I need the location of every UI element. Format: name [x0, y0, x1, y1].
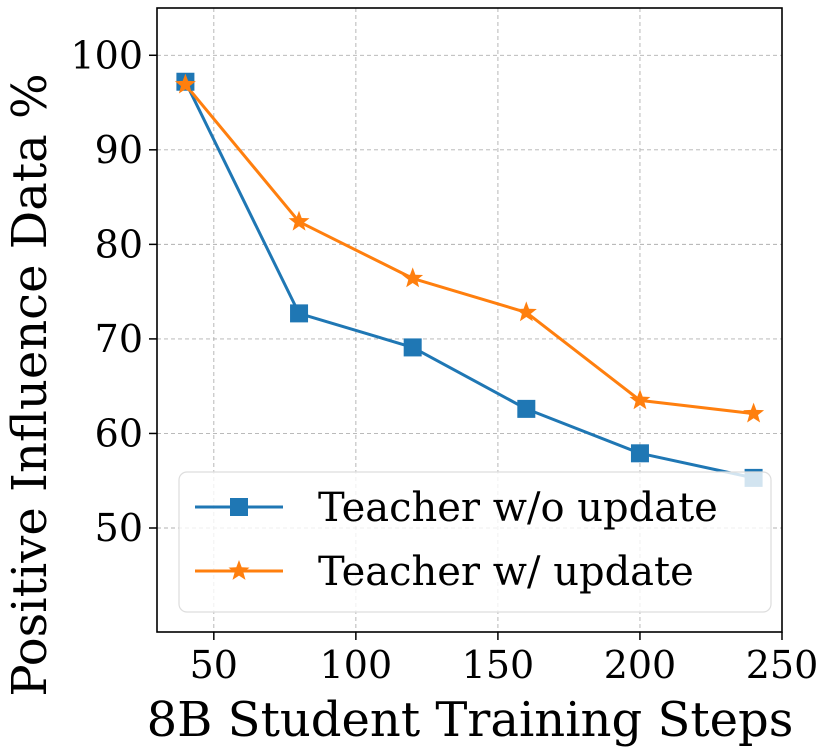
- x-tick-label: 50: [190, 643, 238, 687]
- x-tick-label: 150: [462, 643, 535, 687]
- y-tick-label: 100: [70, 33, 143, 77]
- x-tick-label: 100: [320, 643, 393, 687]
- series-no-update-point: [403, 338, 422, 357]
- series-with-update-point: [288, 210, 310, 231]
- legend-item-no-update-label: Teacher w/o update: [318, 485, 718, 531]
- series-no-update-point: [630, 444, 649, 463]
- y-tick-label: 90: [95, 128, 143, 172]
- x-axis-ticks: 50 100 150 200 250: [190, 632, 819, 687]
- legend-item-with-update-label: Teacher w/ update: [318, 549, 694, 595]
- series-with-update-point: [402, 267, 424, 288]
- y-tick-label: 80: [95, 222, 143, 266]
- series-no-update-point: [517, 399, 536, 418]
- series-with-update-point: [515, 301, 537, 322]
- legend: Teacher w/o update Teacher w/ update: [178, 471, 772, 613]
- y-axis-title: Positive Influence Data %: [2, 73, 58, 696]
- x-tick-label: 250: [746, 643, 819, 687]
- legend-box: [178, 471, 772, 613]
- y-tick-label: 50: [95, 506, 143, 550]
- series-with-update-line: [184, 83, 754, 416]
- series-markers: [174, 72, 765, 487]
- legend-item-with-update-marker: [228, 560, 250, 580]
- series-no-update-point: [290, 304, 309, 323]
- y-tick-label: 70: [95, 317, 143, 361]
- series-with-update-point: [629, 389, 651, 410]
- series-lines: [184, 81, 754, 480]
- y-axis-ticks: 50 60 70 80 90 100: [70, 33, 157, 550]
- series-with-update-point: [743, 402, 765, 423]
- x-tick-label: 200: [604, 643, 677, 687]
- legend-item-no-update-marker: [230, 498, 248, 516]
- x-axis-title: 8B Student Training Steps: [147, 692, 794, 748]
- series-no-update-line: [184, 81, 754, 480]
- series-with-update-point: [174, 73, 196, 94]
- y-tick-label: 60: [95, 411, 143, 455]
- plot-frame: [156, 7, 783, 633]
